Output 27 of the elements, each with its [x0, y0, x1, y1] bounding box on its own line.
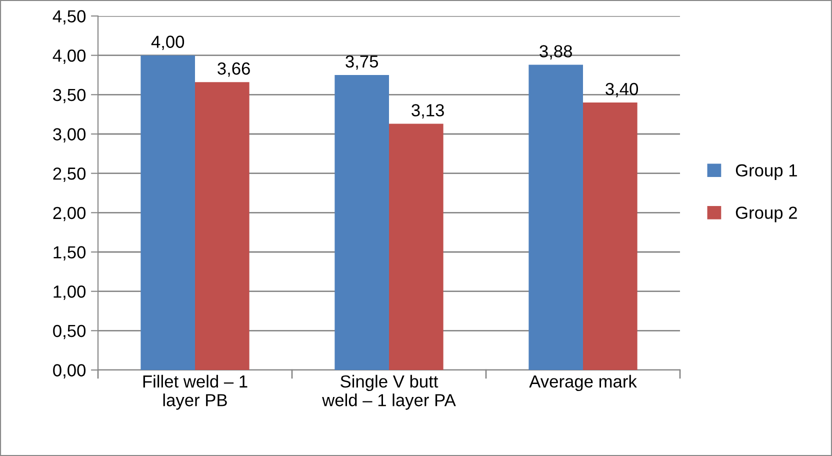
legend-label: Group 2 [736, 206, 797, 222]
y-tick-label: 4,50 [52, 10, 86, 25]
bar [528, 64, 583, 370]
data-label: 3,13 [412, 104, 444, 118]
y-tick-label: 1,50 [54, 246, 86, 261]
bar [389, 124, 444, 370]
y-tick-label: 3,50 [53, 88, 86, 104]
y-tick-label: 3,00 [53, 128, 86, 143]
y-tick-label: 2,50 [53, 168, 86, 182]
x-tick-label: Average mark [529, 374, 637, 392]
y-tick-label: 2,00 [53, 206, 86, 222]
legend-label: Group 1 [736, 164, 797, 180]
bar [140, 55, 195, 370]
y-tick-label: 1,00 [54, 286, 86, 300]
x-tick-label: Fillet weld – 1 layer PB [143, 374, 248, 410]
data-label: 4,00 [151, 36, 184, 50]
y-tick-label: 0,50 [53, 324, 86, 340]
data-label: 3,66 [218, 62, 250, 77]
data-label: 3,75 [346, 55, 378, 70]
data-label: 3,40 [606, 82, 638, 98]
bar [195, 82, 250, 370]
data-label: 3,88 [540, 45, 572, 60]
bar [583, 102, 638, 370]
x-tick-label: Single V butt weld – 1 layer PA [322, 374, 456, 410]
y-tick-label: 4,00 [52, 50, 86, 64]
bar [334, 75, 389, 370]
y-tick-label: 0,00 [53, 364, 86, 379]
